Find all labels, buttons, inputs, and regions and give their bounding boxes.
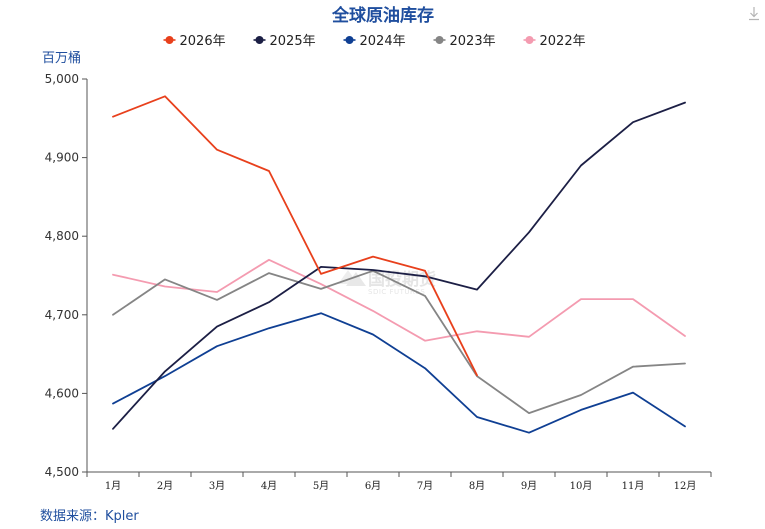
series-line-2023年 [112,269,686,415]
x-tick-label: 12月 [674,480,697,492]
legend-item[interactable]: 2026年 [163,34,226,49]
x-tick-label: 8月 [469,480,485,492]
y-tick-label: 5,000 [45,72,79,86]
legend-marker [525,36,534,44]
legend-marker [165,36,174,44]
legend-label: 2026年 [180,34,226,49]
legend-item[interactable]: 2022年 [523,34,586,49]
watermark: 国投期货 SDIC FUTURES [338,269,436,296]
watermark-subtext: SDIC FUTURES [368,288,425,296]
legend-label: 2023年 [450,34,496,49]
legend-item[interactable]: 2023年 [433,34,496,49]
legend-marker [345,36,354,44]
legend-item[interactable]: 2024年 [343,34,406,49]
x-tick-label: 10月 [570,480,593,492]
watermark-text: 国投期货 [368,269,436,290]
source-note: 数据来源：Kpler [40,509,139,524]
x-tick-label: 4月 [261,480,277,492]
y-tick-label: 4,900 [45,151,79,165]
y-axis-label: 百万桶 [42,51,81,66]
axes: 4,500 4,600 4,700 4,800 4,900 5,000 1月 2月 3月 4月 5月… [45,72,712,492]
y-tick-label: 4,700 [45,308,79,322]
y-tick-label: 4,800 [45,229,79,243]
x-tick-label: 9月 [521,480,537,492]
x-tick-label: 6月 [365,480,381,492]
legend-marker [435,36,444,44]
x-tick-label: 11月 [622,480,645,492]
x-tick-label: 2月 [157,480,173,492]
y-tick-label: 4,500 [45,465,79,479]
chart-title: 全球原油库存 [331,5,434,26]
x-tick-label: 1月 [105,480,121,492]
y-tick-label: 4,600 [45,386,79,400]
legend: 2026年 2025年 2024年 2023年 2022年 [163,34,586,49]
x-tick-label: 3月 [209,480,225,492]
series-line-2026年 [112,95,478,377]
series-line-2024年 [112,312,686,434]
legend-label: 2025年 [270,34,316,49]
series-line-2022年 [112,258,686,342]
series-lines [112,95,686,434]
legend-marker [255,36,264,44]
series-line-2025年 [112,101,686,430]
legend-label: 2022年 [540,34,586,49]
legend-item[interactable]: 2025年 [253,34,316,49]
x-tick-label: 7月 [417,480,433,492]
download-icon[interactable] [749,7,759,21]
x-tick-label: 5月 [313,480,329,492]
legend-label: 2024年 [360,34,406,49]
